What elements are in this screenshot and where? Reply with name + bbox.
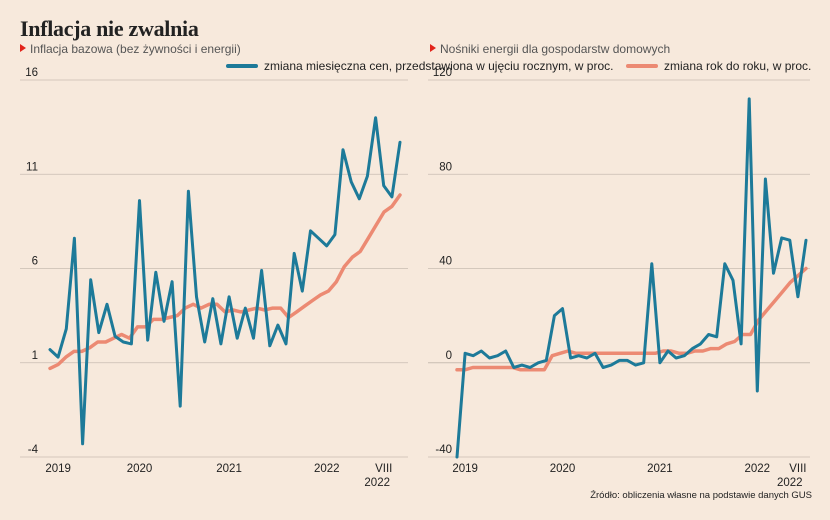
right-series-monthly-line — [455, 97, 808, 459]
left-x-tick-label: 2022 — [364, 477, 390, 489]
right-x-tick-label: 2022 — [745, 463, 771, 475]
left-x-tick-label: 2021 — [216, 463, 242, 475]
left-subtitle-text: Inflacja bazowa (bez żywności i energii) — [30, 42, 241, 56]
left-x-tick-label: VIII — [375, 463, 392, 475]
left-y-tick-label: 1 — [32, 350, 38, 362]
right-x-tick-label: VIII — [789, 463, 806, 475]
legend-swatch-yoy — [626, 64, 658, 68]
right-y-tick-label: 80 — [439, 161, 452, 173]
left-x-tick-label: 2022 — [314, 463, 340, 475]
right-chart-subtitle: Nośniki energii dla gospodarstw domowych — [430, 42, 670, 56]
right-y-tick-label: 40 — [439, 256, 452, 268]
left-chart-subtitle: Inflacja bazowa (bez żywności i energii) — [20, 42, 241, 56]
right-y-tick-label: 0 — [446, 350, 452, 362]
right-x-tick-label: 2022 — [777, 477, 803, 489]
legend-swatch-monthly — [226, 64, 258, 68]
right-x-tick-label: 2021 — [647, 463, 673, 475]
right-y-tick-label: 120 — [433, 67, 452, 79]
left-x-tick-label: 2019 — [45, 463, 71, 475]
legend-item-monthly: zmiana miesięczna cen, przedstawiona w u… — [226, 59, 613, 73]
left-x-tick-label: 2020 — [127, 463, 153, 475]
right-y-tick-label: -40 — [435, 444, 452, 456]
red-triangle-icon — [430, 44, 436, 52]
legend-label-monthly: zmiana miesięczna cen, przedstawiona w u… — [264, 59, 614, 73]
source-note: Źródło: obliczenia własne na podstawie d… — [590, 490, 812, 501]
legend-label-yoy: zmiana rok do roku, w proc. — [664, 59, 812, 73]
right-x-tick-label: 2019 — [452, 463, 478, 475]
legend-item-yoy: zmiana rok do roku, w proc. — [626, 59, 811, 73]
left-y-tick-label: 16 — [25, 67, 38, 79]
left-y-tick-label: -4 — [28, 444, 39, 456]
left-y-tick-label: 11 — [26, 161, 38, 173]
right-x-tick-label: 2020 — [550, 463, 576, 475]
left-y-tick-label: 6 — [32, 256, 38, 268]
red-triangle-icon — [20, 44, 26, 52]
right-subtitle-text: Nośniki energii dla gospodarstw domowych — [440, 42, 671, 56]
left-series-monthly-line — [48, 116, 402, 446]
page-title: Inflacja nie zwalnia — [20, 16, 199, 41]
